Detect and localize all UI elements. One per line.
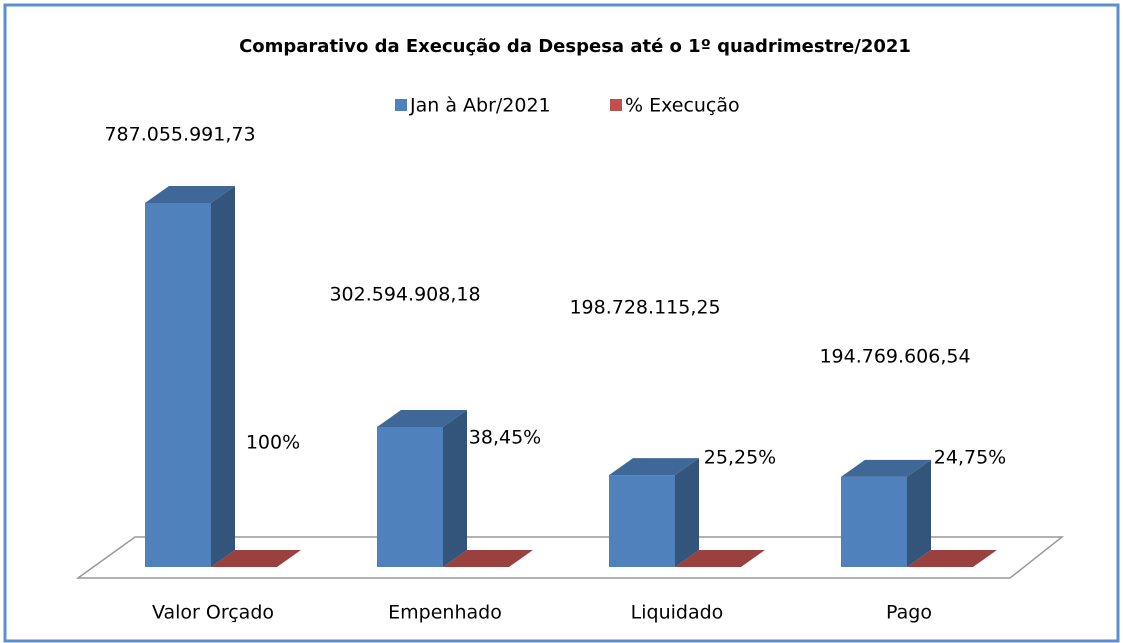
bar xyxy=(609,458,699,567)
bar-top xyxy=(841,459,931,477)
x-tick-label: Liquidado xyxy=(631,602,724,624)
bar-side xyxy=(675,458,699,567)
chart-title: Comparativo da Execução da Despesa até o… xyxy=(239,36,911,57)
bar xyxy=(675,550,765,567)
bar-top xyxy=(443,550,533,567)
data-label: 302.594.908,18 xyxy=(329,284,480,306)
x-tick-label: Pago xyxy=(886,602,932,624)
legend-label: Jan à Abr/2021 xyxy=(409,95,551,117)
bar xyxy=(907,550,997,567)
data-label: 24,75% xyxy=(934,447,1006,469)
bar-top xyxy=(377,410,467,428)
data-label: 38,45% xyxy=(469,427,541,449)
bar-front xyxy=(841,476,907,567)
data-label: 194.769.606,54 xyxy=(819,346,970,368)
legend-swatch xyxy=(610,99,622,111)
bar xyxy=(443,550,533,567)
data-label: 100% xyxy=(246,432,300,454)
data-label: 25,25% xyxy=(704,447,776,469)
x-tick-label: Valor Orçado xyxy=(152,602,274,624)
bar xyxy=(145,186,235,567)
bar-side xyxy=(211,186,235,567)
bar-top xyxy=(675,550,765,567)
legend-swatch xyxy=(395,99,407,111)
bar-top xyxy=(211,549,301,567)
bar xyxy=(377,410,467,567)
data-label: 198.728.115,25 xyxy=(569,297,720,319)
bar xyxy=(841,459,931,567)
bar xyxy=(211,549,301,567)
bar-front xyxy=(609,475,675,567)
data-label: 787.055.991,73 xyxy=(104,124,255,146)
floor xyxy=(75,536,1065,579)
bar-top xyxy=(145,186,235,203)
bar-top xyxy=(907,550,997,567)
bar-front xyxy=(377,427,443,567)
bar-top xyxy=(609,458,699,476)
bar-side xyxy=(907,459,931,567)
legend-label: % Execução xyxy=(625,95,740,117)
bar-front xyxy=(145,203,211,567)
x-tick-label: Empenhado xyxy=(388,602,502,624)
bar-side xyxy=(443,410,467,567)
